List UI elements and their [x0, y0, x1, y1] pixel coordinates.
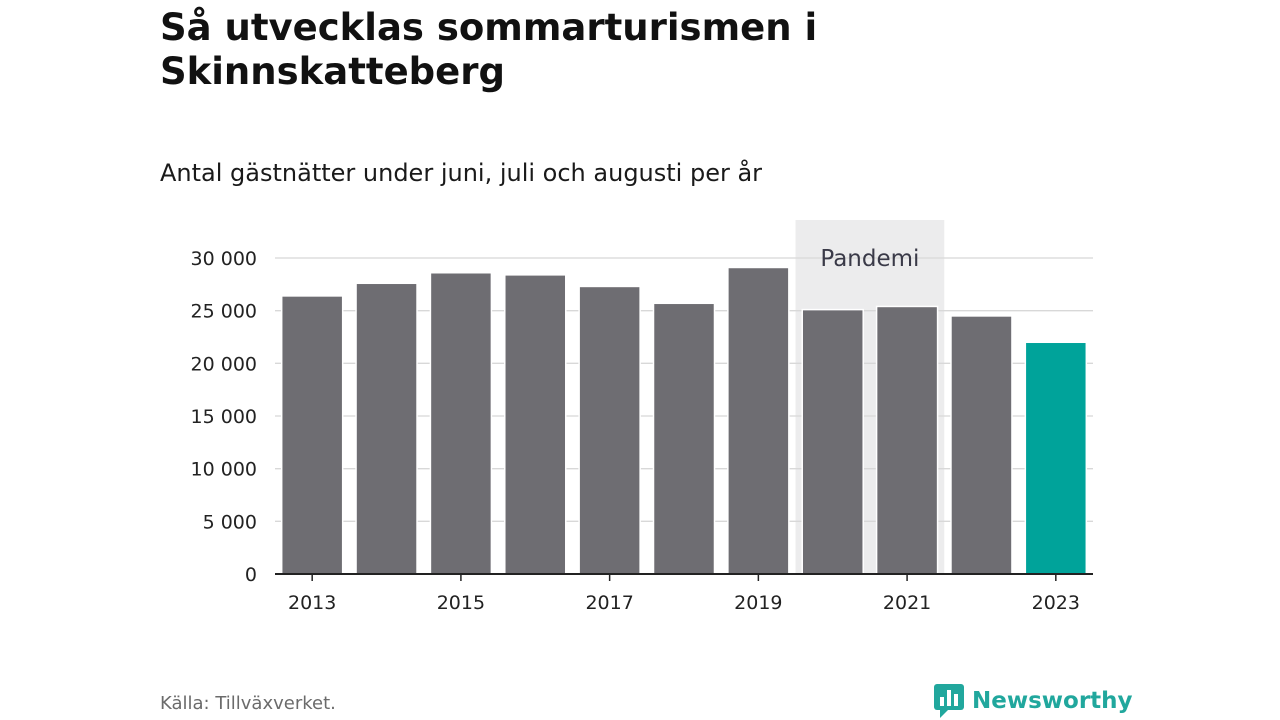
chart-subtitle: Antal gästnätter under juni, juli och au…: [160, 159, 763, 187]
y-tick-label: 25 000: [191, 301, 257, 323]
bar-2016: [504, 274, 567, 575]
bar-2013: [280, 295, 344, 575]
bar-2019: [727, 266, 790, 575]
y-tick-label: 5 000: [203, 511, 257, 533]
x-tick-label: 2023: [1032, 592, 1080, 614]
y-tick-label: 10 000: [191, 459, 257, 481]
bar-2014: [355, 282, 418, 575]
bar-2023: [1024, 341, 1088, 575]
x-tick-label: 2015: [437, 592, 485, 614]
y-tick-label: 15 000: [191, 406, 257, 428]
bar-2021: [875, 305, 939, 575]
x-tick-label: 2021: [883, 592, 931, 614]
brand-name: Newsworthy: [972, 688, 1133, 714]
source-note: Källa: Tillväxverket.: [160, 693, 336, 714]
bar-2020: [801, 308, 864, 575]
chart-title: Så utvecklas sommarturismen i Skinnskatt…: [160, 6, 818, 93]
bar-2018: [652, 302, 716, 575]
bar-chart: Pandemi 0 5 000 10 000 15 000 20 000 25 000 30 …: [191, 220, 1093, 614]
pandemic-label: Pandemi: [820, 246, 919, 272]
y-tick-label: 20 000: [191, 353, 257, 375]
x-tick-label: 2017: [585, 592, 633, 614]
y-tick-label: 30 000: [191, 248, 257, 270]
x-tick-label: 2013: [288, 592, 336, 614]
bar-2022: [950, 315, 1013, 575]
bar-2015: [429, 271, 493, 575]
brand-logo: Newsworthy: [934, 683, 1133, 719]
y-tick-label: 0: [245, 564, 257, 586]
bar-2017: [578, 285, 641, 575]
newsworthy-logo-icon: [934, 684, 964, 718]
x-tick-label: 2019: [734, 592, 782, 614]
